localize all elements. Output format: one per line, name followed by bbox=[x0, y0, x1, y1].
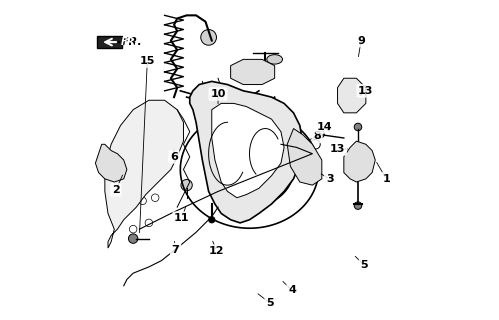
Circle shape bbox=[354, 202, 362, 209]
Text: 2: 2 bbox=[112, 185, 120, 195]
Ellipse shape bbox=[267, 55, 282, 64]
Text: 15: 15 bbox=[140, 56, 155, 66]
Text: 4: 4 bbox=[288, 285, 296, 295]
Text: 13: 13 bbox=[358, 86, 374, 96]
Text: 8: 8 bbox=[313, 132, 321, 141]
Polygon shape bbox=[287, 129, 322, 185]
Text: 9: 9 bbox=[357, 36, 365, 45]
Polygon shape bbox=[190, 81, 303, 223]
Circle shape bbox=[354, 123, 362, 131]
Polygon shape bbox=[95, 144, 127, 182]
Text: 5: 5 bbox=[360, 260, 368, 270]
Polygon shape bbox=[97, 36, 122, 48]
Text: 11: 11 bbox=[174, 213, 190, 223]
Text: 1: 1 bbox=[382, 174, 390, 184]
Text: 5: 5 bbox=[266, 298, 274, 308]
Text: 12: 12 bbox=[209, 246, 224, 256]
Circle shape bbox=[317, 131, 324, 138]
Text: 7: 7 bbox=[172, 244, 180, 255]
Circle shape bbox=[288, 142, 299, 153]
Text: FR.: FR. bbox=[122, 37, 143, 47]
Text: FR.: FR. bbox=[121, 37, 139, 47]
Polygon shape bbox=[231, 60, 274, 84]
Circle shape bbox=[209, 217, 215, 223]
Polygon shape bbox=[105, 100, 184, 248]
Text: 3: 3 bbox=[326, 174, 333, 184]
Circle shape bbox=[128, 234, 138, 243]
Circle shape bbox=[201, 29, 217, 45]
Text: 13: 13 bbox=[330, 144, 345, 154]
Polygon shape bbox=[337, 78, 366, 113]
Polygon shape bbox=[344, 141, 375, 182]
Text: 6: 6 bbox=[170, 152, 178, 162]
Circle shape bbox=[181, 180, 192, 191]
Text: 10: 10 bbox=[211, 89, 226, 99]
Text: 14: 14 bbox=[317, 122, 333, 132]
Polygon shape bbox=[212, 103, 284, 198]
